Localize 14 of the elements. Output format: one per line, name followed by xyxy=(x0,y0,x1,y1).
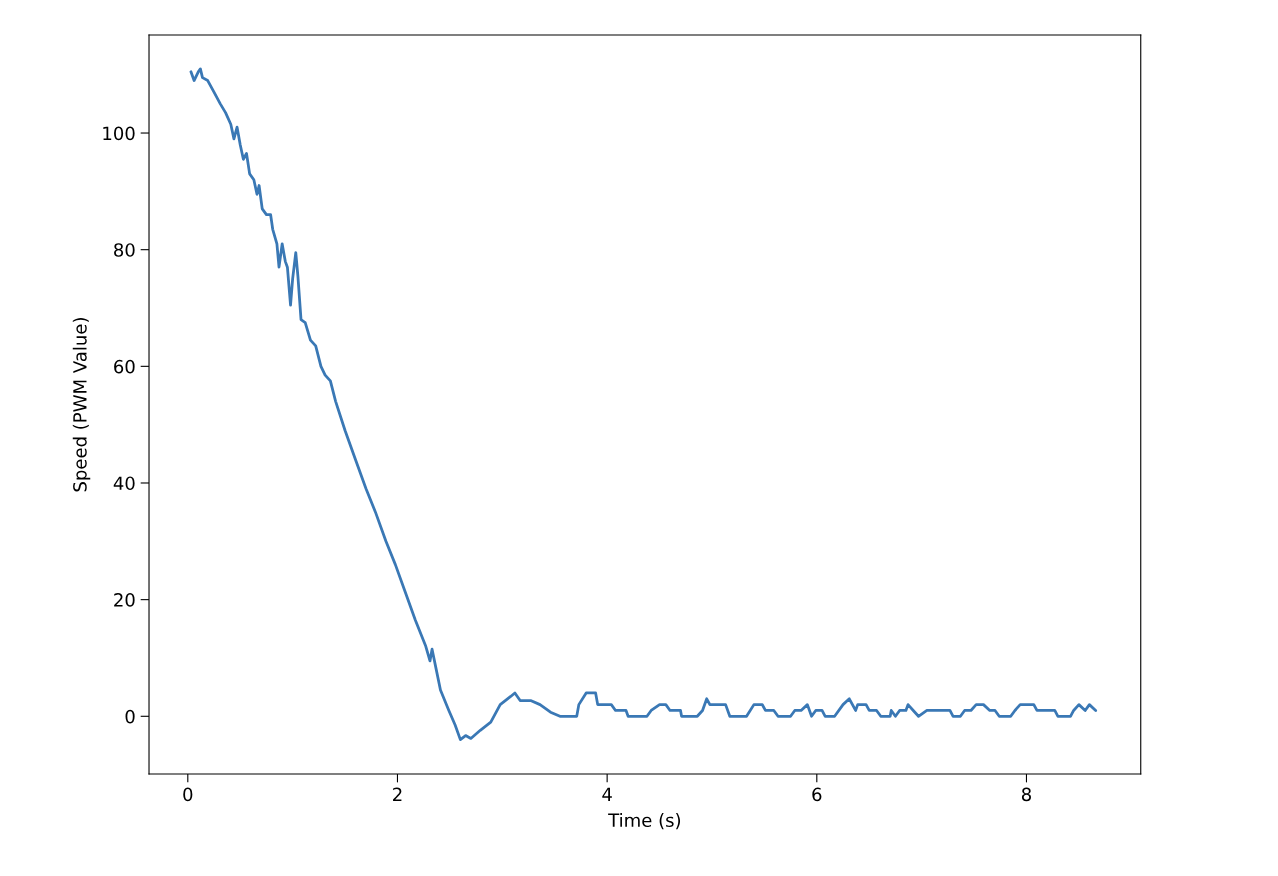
x-axis-title: Time (s) xyxy=(608,813,681,830)
y-tick-label: 60 xyxy=(114,359,135,374)
y-tick-label: 40 xyxy=(113,476,135,491)
x-tick-label: 6 xyxy=(812,787,822,802)
y-tick-label: 0 xyxy=(125,709,135,724)
x-tick-label: 2 xyxy=(393,787,402,801)
line-series xyxy=(189,67,1098,742)
x-tick-label: 0 xyxy=(183,787,193,802)
x-tick-label: 8 xyxy=(1021,787,1031,802)
y-tick-label: 20 xyxy=(114,593,135,607)
y-tick-label: 80 xyxy=(114,243,135,257)
x-tick-label: 4 xyxy=(602,787,612,801)
y-tick-label: 100 xyxy=(103,126,135,141)
y-axis-title: Speed (PWM Value) xyxy=(72,318,91,492)
